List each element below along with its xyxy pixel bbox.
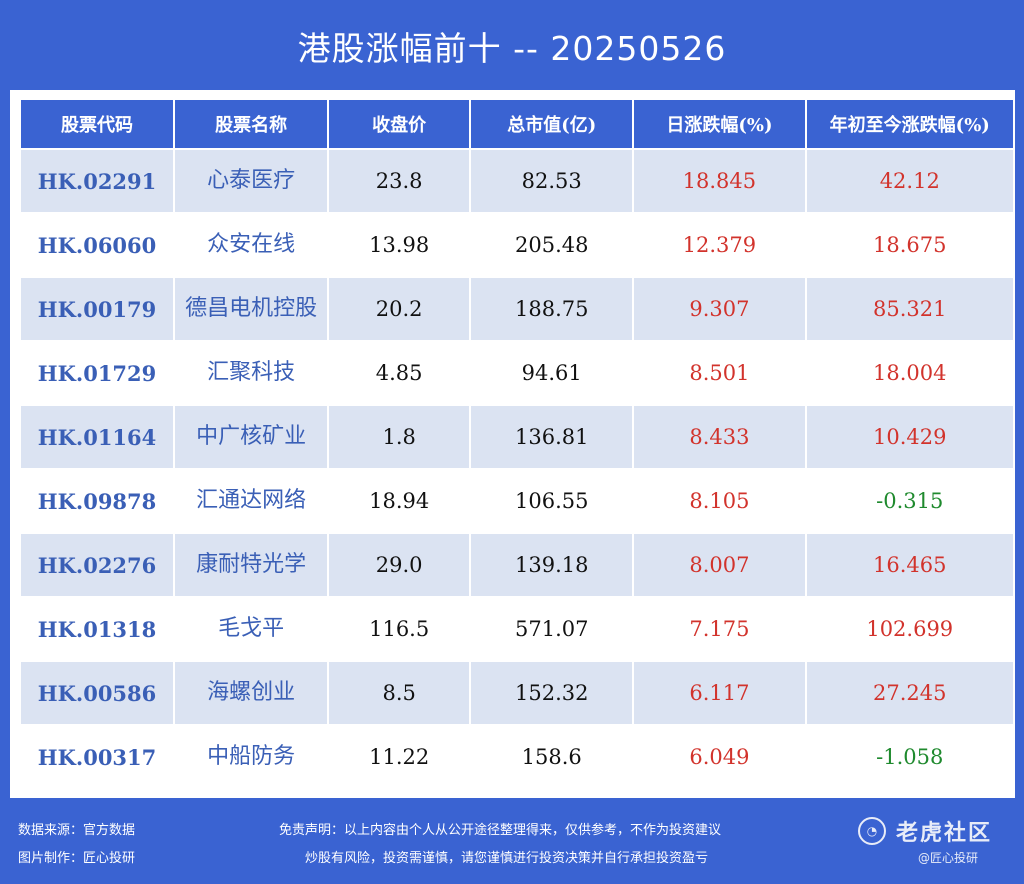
ytd-change-cell: 27.245: [804, 660, 1015, 726]
table-row: HK.06060 众安在线 13.98 205.48 12.379 18.675: [18, 212, 1015, 278]
stock-table: 股票代码 股票名称 收盘价 总市值(亿) 日涨跌幅(%) 年初至今涨跌幅(%) …: [18, 98, 1015, 790]
header-close: 收盘价: [327, 98, 472, 150]
data-source: 数据来源：官方数据: [18, 823, 136, 838]
close-price-cell: 18.94: [327, 468, 472, 534]
stock-code-cell: HK.09878: [18, 468, 176, 534]
header-mcap: 总市值(亿): [469, 98, 635, 150]
disclaimer-line-1: 免责声明：以上内容由个人从公开途径整理得来，仅供参考，不作为投资建议: [279, 823, 722, 838]
image-maker: 图片制作：匠心投研: [18, 851, 136, 866]
day-change-cell: 8.105: [632, 468, 807, 534]
watermark-sub: @匠心投研: [918, 851, 979, 865]
stock-name-cell: 毛戈平: [173, 596, 330, 662]
day-change-cell: 18.845: [632, 148, 807, 214]
tiger-logo-icon: ◔: [858, 817, 886, 845]
day-change-cell: 8.007: [632, 532, 807, 598]
ytd-change-cell: 18.675: [804, 212, 1015, 278]
close-price-cell: 13.98: [327, 212, 472, 278]
header-code: 股票代码: [18, 98, 176, 150]
day-change-cell: 8.433: [632, 404, 807, 470]
stock-name-cell: 康耐特光学: [173, 532, 330, 598]
stock-name-cell: 中船防务: [173, 724, 330, 790]
stock-code-cell: HK.01318: [18, 596, 176, 662]
stock-code-cell: HK.01164: [18, 404, 176, 470]
table-header-row: 股票代码 股票名称 收盘价 总市值(亿) 日涨跌幅(%) 年初至今涨跌幅(%): [18, 98, 1015, 150]
stock-code-cell: HK.02276: [18, 532, 176, 598]
table-row: HK.01318 毛戈平 116.5 571.07 7.175 102.699: [18, 596, 1015, 662]
ytd-change-cell: 16.465: [804, 532, 1015, 598]
day-change-cell: 9.307: [632, 276, 807, 342]
ytd-change-cell: 18.004: [804, 340, 1015, 406]
market-cap-cell: 106.55: [469, 468, 635, 534]
ytd-change-cell: 102.699: [804, 596, 1015, 662]
disclaimer-line-2: 炒股有风险，投资需谨慎，请您谨慎进行投资决策并自行承担投资盈亏: [305, 851, 709, 866]
market-cap-cell: 205.48: [469, 212, 635, 278]
market-cap-cell: 94.61: [469, 340, 635, 406]
stock-name-cell: 汇聚科技: [173, 340, 330, 406]
table-panel: 股票代码 股票名称 收盘价 总市值(亿) 日涨跌幅(%) 年初至今涨跌幅(%) …: [10, 90, 1015, 798]
table-row: HK.01164 中广核矿业 1.8 136.81 8.433 10.429: [18, 404, 1015, 470]
watermark: ◔ 老虎社区: [858, 816, 1018, 846]
stock-name-cell: 海螺创业: [173, 660, 330, 726]
stock-name-cell: 众安在线: [173, 212, 330, 278]
table-row: HK.00179 德昌电机控股 20.2 188.75 9.307 85.321: [18, 276, 1015, 342]
ytd-change-cell: -0.315: [804, 468, 1015, 534]
table-row: HK.02276 康耐特光学 29.0 139.18 8.007 16.465: [18, 532, 1015, 598]
stock-code-cell: HK.00179: [18, 276, 176, 342]
close-price-cell: 11.22: [327, 724, 472, 790]
close-price-cell: 116.5: [327, 596, 472, 662]
stock-code-cell: HK.06060: [18, 212, 176, 278]
watermark-text: 老虎社区: [896, 821, 993, 846]
day-change-cell: 12.379: [632, 212, 807, 278]
table-row: HK.02291 心泰医疗 23.8 82.53 18.845 42.12: [18, 148, 1015, 214]
ytd-change-cell: -1.058: [804, 724, 1015, 790]
market-cap-cell: 188.75: [469, 276, 635, 342]
table-row: HK.00317 中船防务 11.22 158.6 6.049 -1.058: [18, 724, 1015, 790]
close-price-cell: 1.8: [327, 404, 472, 470]
close-price-cell: 23.8: [327, 148, 472, 214]
close-price-cell: 20.2: [327, 276, 472, 342]
market-cap-cell: 82.53: [469, 148, 635, 214]
ytd-change-cell: 85.321: [804, 276, 1015, 342]
close-price-cell: 4.85: [327, 340, 472, 406]
market-cap-cell: 139.18: [469, 532, 635, 598]
footer: 数据来源：官方数据 图片制作：匠心投研 免责声明：以上内容由个人从公开途径整理得…: [0, 808, 1024, 884]
stock-code-cell: HK.00586: [18, 660, 176, 726]
ytd-change-cell: 42.12: [804, 148, 1015, 214]
stock-name-cell: 汇通达网络: [173, 468, 330, 534]
market-cap-cell: 158.6: [469, 724, 635, 790]
day-change-cell: 7.175: [632, 596, 807, 662]
market-cap-cell: 152.32: [469, 660, 635, 726]
stock-code-cell: HK.01729: [18, 340, 176, 406]
header-ytd-change: 年初至今涨跌幅(%): [804, 98, 1015, 150]
day-change-cell: 6.117: [632, 660, 807, 726]
day-change-cell: 6.049: [632, 724, 807, 790]
market-cap-cell: 136.81: [469, 404, 635, 470]
table-row: HK.00586 海螺创业 8.5 152.32 6.117 27.245: [18, 660, 1015, 726]
stock-name-cell: 心泰医疗: [173, 148, 330, 214]
stock-code-cell: HK.02291: [18, 148, 176, 214]
market-cap-cell: 571.07: [469, 596, 635, 662]
table-row: HK.01729 汇聚科技 4.85 94.61 8.501 18.004: [18, 340, 1015, 406]
close-price-cell: 8.5: [327, 660, 472, 726]
page-title: 港股涨幅前十 -- 20250526: [297, 29, 727, 68]
header-day-change: 日涨跌幅(%): [632, 98, 807, 150]
table-row: HK.09878 汇通达网络 18.94 106.55 8.105 -0.315: [18, 468, 1015, 534]
stock-name-cell: 德昌电机控股: [173, 276, 330, 342]
ytd-change-cell: 10.429: [804, 404, 1015, 470]
header-name: 股票名称: [173, 98, 330, 150]
stock-code-cell: HK.00317: [18, 724, 176, 790]
stock-name-cell: 中广核矿业: [173, 404, 330, 470]
day-change-cell: 8.501: [632, 340, 807, 406]
close-price-cell: 29.0: [327, 532, 472, 598]
